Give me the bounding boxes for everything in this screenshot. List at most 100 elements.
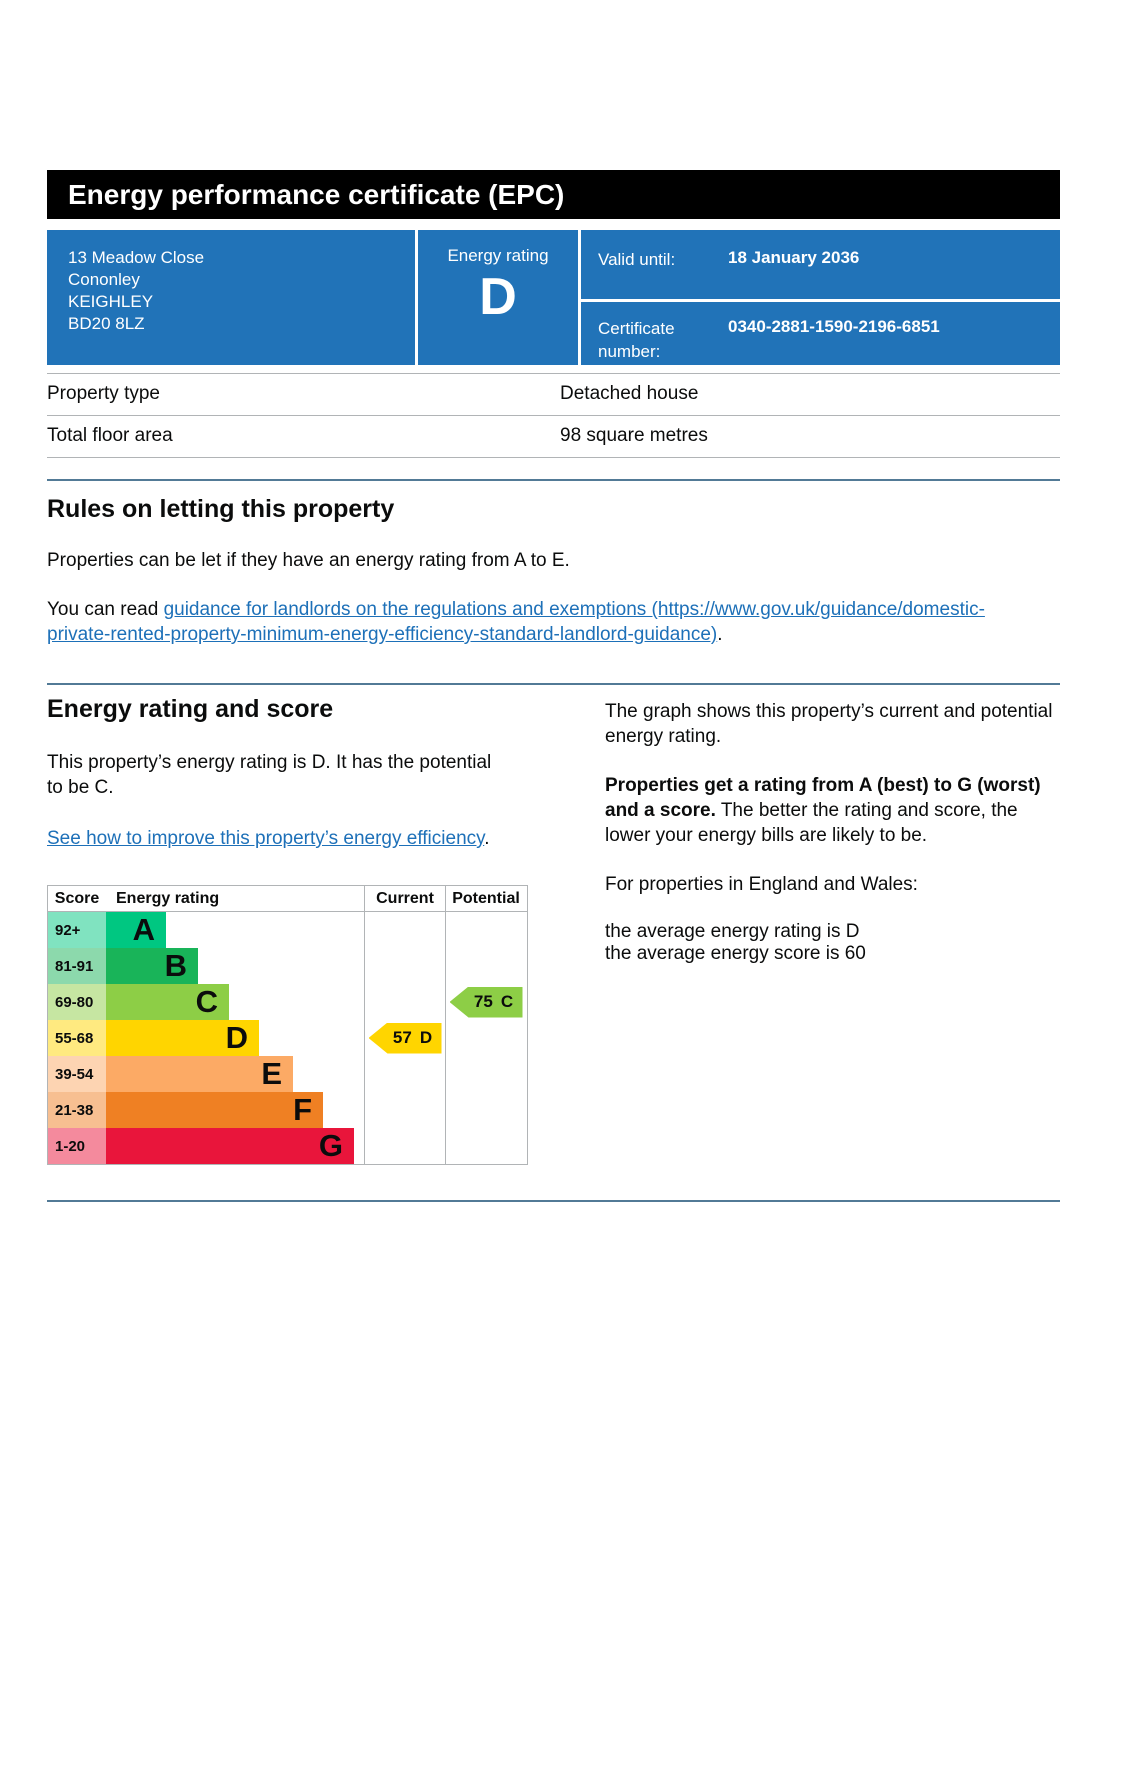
rules-paragraph-2: You can read guidance for landlords on t… xyxy=(47,597,1047,647)
rating-explainer-rest: The better the rating and score, the low… xyxy=(605,800,1018,846)
page-title: Energy performance certificate (EPC) xyxy=(68,178,565,210)
rating-section: Energy rating and score This property’s … xyxy=(47,685,1060,1165)
chart-band-row-d: 55-68 D 57 D xyxy=(48,1020,527,1056)
summary-panel: 13 Meadow Close Cononley KEIGHLEY BD20 8… xyxy=(47,230,1060,365)
validity-box: Valid until: 18 January 2036 Certificate… xyxy=(581,230,1060,365)
property-address: 13 Meadow Close Cononley KEIGHLEY BD20 8… xyxy=(47,230,415,365)
current-column-cell xyxy=(364,1092,445,1128)
chart-header-energy-rating: Energy rating xyxy=(116,889,220,907)
band-score-range-g: 1-20 xyxy=(48,1128,106,1164)
rules-heading: Rules on letting this property xyxy=(47,495,395,523)
potential-column-cell: 75 C xyxy=(445,984,526,1020)
floor-area-label: Total floor area xyxy=(47,425,173,446)
energy-rating-value: D xyxy=(479,268,517,326)
band-bar-c: C xyxy=(106,984,229,1020)
chart-band-row-e: 39-54 E xyxy=(48,1056,527,1092)
potential-column-cell xyxy=(445,1092,526,1128)
current-rating-arrow-score: 57 xyxy=(392,1028,412,1047)
band-bar-zone: C xyxy=(106,984,364,1020)
property-type-label: Property type xyxy=(47,383,160,404)
table-row-floor-area: Total floor area 98 square metres xyxy=(47,415,1060,458)
average-score-line: the average energy score is 60 xyxy=(605,943,866,964)
chart-band-row-b: 81-91 B xyxy=(48,948,527,984)
improve-suffix: . xyxy=(484,828,490,849)
potential-column-cell xyxy=(445,1056,526,1092)
rating-heading: Energy rating and score xyxy=(47,695,334,723)
current-column-cell xyxy=(364,912,445,948)
band-bar-d: D xyxy=(106,1020,259,1056)
band-score-range-f: 21-38 xyxy=(48,1092,106,1128)
energy-rating-label: Energy rating xyxy=(447,246,549,265)
rules-section: Rules on letting this property Propertie… xyxy=(47,495,1060,647)
improve-efficiency-link[interactable]: See how to improve this property’s energ… xyxy=(47,828,485,849)
chart-band-row-c: 69-80 C 75 C xyxy=(48,984,527,1020)
chart-header-current: Current xyxy=(364,886,445,911)
band-bar-zone: E xyxy=(106,1056,364,1092)
band-bar-zone: F xyxy=(106,1092,364,1128)
address-line-4: BD20 8LZ xyxy=(68,314,145,333)
average-rating-line: the average energy rating is D xyxy=(605,921,860,942)
chart-band-row-g: 1-20 G xyxy=(48,1128,527,1164)
potential-rating-arrow: 75 C xyxy=(449,986,523,1018)
address-line-2: Cononley xyxy=(68,270,140,289)
graph-description-text: The graph shows this property’s current … xyxy=(605,701,1053,747)
band-bar-g: G xyxy=(106,1128,354,1164)
certificate-number-value: 0340-2881-1590-2196-6851 xyxy=(728,317,940,336)
chart-header-potential: Potential xyxy=(445,886,526,911)
rating-summary-text: This property’s energy rating is D. It h… xyxy=(47,752,492,798)
chart-rows: 92+ A 81-91 B 69-80 C 75 C 55-68 D 57 D 39-54 E 21-38 F… xyxy=(48,912,527,1164)
band-score-range-e: 39-54 xyxy=(48,1056,106,1092)
improve-paragraph: See how to improve this property’s energ… xyxy=(47,826,512,851)
band-bar-f: F xyxy=(106,1092,323,1128)
potential-column-cell xyxy=(445,912,526,948)
potential-column-cell xyxy=(445,1020,526,1056)
current-rating-arrow: 57 D xyxy=(368,1022,442,1054)
band-score-range-a: 92+ xyxy=(48,912,106,948)
band-score-range-b: 81-91 xyxy=(48,948,106,984)
chart-header-score: Score xyxy=(54,889,100,907)
property-type-value: Detached house xyxy=(560,383,699,404)
potential-column-cell xyxy=(445,1128,526,1164)
title-banner: Energy performance certificate (EPC) xyxy=(47,170,1060,219)
band-bar-zone: B xyxy=(106,948,364,984)
current-column-cell xyxy=(364,1056,445,1092)
rating-right-column: The graph shows this property’s current … xyxy=(605,685,1060,1165)
epc-rating-chart: Score Energy rating Current Potential 92… xyxy=(47,885,528,1165)
potential-rating-arrow-score: 75 xyxy=(473,992,493,1011)
rules-paragraph-2-suffix: . xyxy=(717,624,723,645)
address-line-1: 13 Meadow Close xyxy=(68,248,205,267)
table-row-property-type: Property type Detached house xyxy=(47,373,1060,415)
band-bar-b: B xyxy=(106,948,198,984)
valid-until-row: Valid until: 18 January 2036 xyxy=(581,230,1060,299)
band-score-range-c: 69-80 xyxy=(48,984,106,1020)
band-score-range-d: 55-68 xyxy=(48,1020,106,1056)
floor-area-value: 98 square metres xyxy=(560,425,708,446)
band-bar-zone: A xyxy=(106,912,364,948)
band-bar-a: A xyxy=(106,912,166,948)
certificate-number-label: Certificate number: xyxy=(598,319,675,361)
energy-rating-box: Energy rating D xyxy=(418,230,578,365)
potential-column-cell xyxy=(445,948,526,984)
valid-until-label: Valid until: xyxy=(598,250,676,269)
current-column-cell xyxy=(364,1128,445,1164)
potential-rating-arrow-letter: C xyxy=(500,992,514,1011)
section-divider xyxy=(47,479,1060,481)
section-divider xyxy=(47,1200,1060,1202)
chart-header-row: Score Energy rating Current Potential xyxy=(48,886,527,912)
rating-explainer-bold: Properties get a rating from A (best) to… xyxy=(605,775,1041,821)
chart-band-row-a: 92+ A xyxy=(48,912,527,948)
landlord-guidance-link[interactable]: guidance for landlords on the regulation… xyxy=(47,599,985,645)
current-column-cell xyxy=(364,984,445,1020)
england-wales-text: For properties in England and Wales: xyxy=(605,874,918,895)
panel-divider-vertical xyxy=(578,230,581,365)
property-details-table: Property type Detached house Total floor… xyxy=(47,373,1060,458)
address-line-3: KEIGHLEY xyxy=(68,292,154,311)
panel-divider-vertical xyxy=(415,230,418,365)
epc-certificate-page: { "page": { "title": "Energy performance… xyxy=(0,170,1131,1770)
rules-paragraph-2-prefix: You can read xyxy=(47,599,164,620)
current-column-cell xyxy=(364,948,445,984)
band-bar-e: E xyxy=(106,1056,293,1092)
current-column-cell: 57 D xyxy=(364,1020,445,1056)
rating-explainer-text: Properties get a rating from A (best) to… xyxy=(605,773,1060,848)
section-divider xyxy=(47,683,1060,685)
